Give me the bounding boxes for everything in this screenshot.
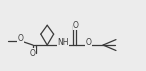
Text: NH: NH [57,38,69,47]
Text: O: O [86,38,92,47]
Text: O: O [30,49,36,58]
Text: O: O [18,34,24,43]
Text: O: O [73,21,79,30]
